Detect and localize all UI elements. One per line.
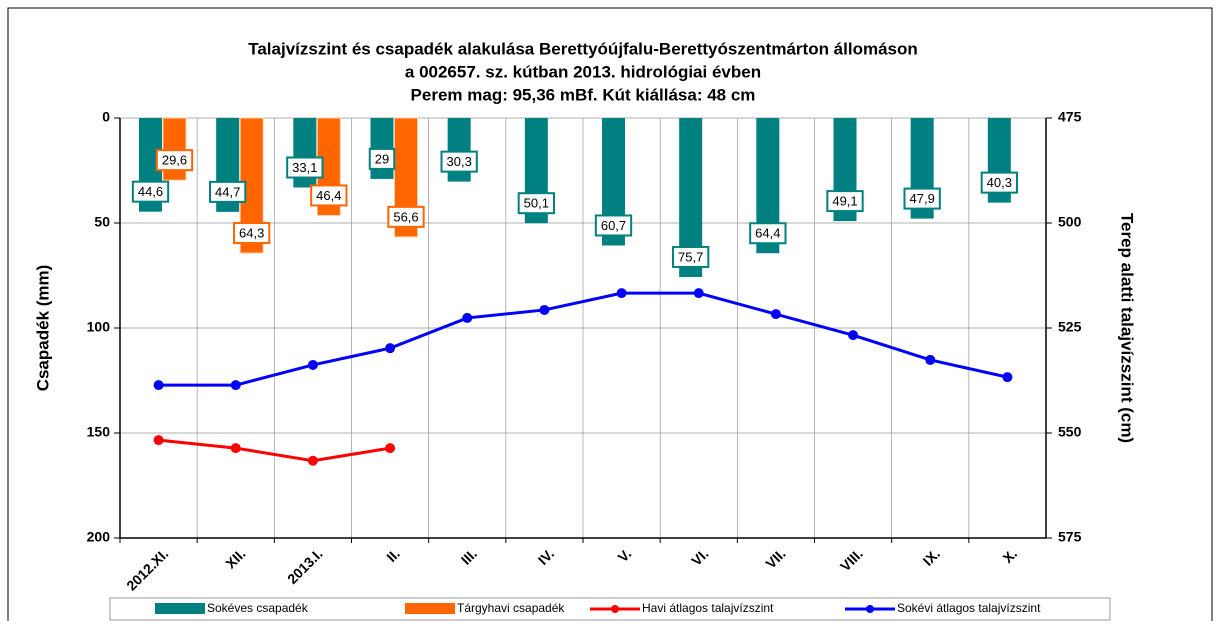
value-label: 56,6: [387, 205, 425, 228]
value-label: 60,7: [594, 214, 633, 237]
value-label-box: [310, 184, 348, 207]
value-label-text: 60,7: [601, 218, 626, 233]
value-label-box: [155, 149, 194, 172]
value-label-box: [286, 156, 324, 179]
line-point: [770, 309, 781, 320]
legend-label: Sokéves csapadék: [207, 601, 309, 615]
value-label-box: [903, 187, 941, 210]
value-label-text: 56,6: [393, 209, 418, 224]
y2-tick-label: 575: [1058, 529, 1082, 545]
value-label: 46,4: [310, 184, 348, 207]
value-label-text: 47,9: [910, 191, 935, 206]
value-label-text: 40,3: [987, 175, 1012, 190]
value-label-text: 50,1: [524, 196, 549, 211]
value-label: 33,1: [286, 156, 324, 179]
value-label: 64,3: [233, 222, 271, 245]
value-label: 44,7: [209, 180, 247, 203]
y2-tick-label: 550: [1058, 424, 1082, 440]
y2-axis-title: Terep alatti talajvízszint (cm): [1118, 213, 1137, 443]
value-label-box: [980, 171, 1018, 194]
line-point: [385, 343, 396, 354]
value-label-text: 49,1: [832, 194, 857, 209]
value-label-box: [131, 180, 170, 203]
value-label-text: 30,3: [447, 154, 472, 169]
chart-title: Talajvízszint és csapadék alakulása Bere…: [248, 39, 918, 58]
y-tick-label: 50: [94, 214, 110, 230]
value-label-box: [440, 150, 478, 173]
line-point: [616, 288, 627, 299]
value-label: 75,7: [672, 245, 710, 268]
line-series: [158, 438, 391, 463]
value-label: 64,4: [749, 222, 787, 245]
value-label: 47,9: [903, 187, 941, 210]
value-label-box: [387, 205, 425, 228]
line-point: [848, 330, 859, 341]
value-label-text: 64,3: [239, 225, 264, 240]
y2-tick-label: 475: [1058, 109, 1082, 125]
legend-swatch: [866, 605, 874, 613]
value-label: 29,6: [155, 149, 194, 172]
line-point: [153, 435, 164, 446]
line-point: [230, 443, 241, 454]
line-point: [153, 380, 164, 391]
value-label-text: 46,4: [316, 188, 341, 203]
y-tick-label: 150: [87, 424, 111, 440]
line-point: [693, 288, 704, 299]
value-label-text: 44,6: [138, 184, 163, 199]
line-point: [1002, 372, 1013, 383]
value-label: 29: [368, 147, 396, 170]
line-series: [158, 291, 1008, 387]
value-label-box: [826, 190, 864, 213]
y2-tick-label: 525: [1058, 319, 1082, 335]
line-point: [230, 380, 241, 391]
line-point: [385, 443, 396, 454]
y-tick-label: 0: [102, 109, 110, 125]
legend-swatch: [155, 603, 205, 614]
value-label-text: 44,7: [215, 184, 240, 199]
line-point: [539, 304, 550, 315]
line-point: [307, 455, 318, 466]
chart-title: Perem mag: 95,36 mBf. Kút kiállása: 48 c…: [411, 85, 756, 104]
value-label-box: [594, 214, 633, 237]
bar: [602, 118, 625, 246]
value-label-text: 64,4: [755, 226, 780, 241]
value-label-text: 29: [375, 151, 389, 166]
legend-swatch: [611, 605, 619, 613]
value-label-text: 33,1: [292, 160, 317, 175]
value-label: 44,6: [131, 180, 170, 203]
value-label-text: 29,6: [162, 153, 187, 168]
y2-tick-label: 500: [1058, 214, 1082, 230]
value-label-box: [672, 245, 710, 268]
chart-border: [7, 7, 1213, 626]
value-label: 50,1: [517, 192, 555, 215]
y-tick-label: 200: [87, 529, 111, 545]
legend-label: Tárgyhavi csapadék: [457, 601, 565, 615]
value-label: 30,3: [440, 150, 478, 173]
value-label: 49,1: [826, 190, 864, 213]
legend-label: Havi átlagos talajvízszint: [642, 601, 774, 615]
bar: [756, 118, 780, 254]
bar: [679, 118, 703, 277]
line-point: [925, 354, 936, 365]
value-label-box: [233, 222, 271, 245]
legend-swatch: [405, 603, 455, 614]
value-label-box: [209, 180, 247, 203]
legend-label: Sokévi átlagos talajvízszint: [897, 601, 1041, 615]
value-label-box: [368, 147, 396, 170]
y-axis-title: Csapadék (mm): [33, 265, 52, 392]
value-label: 40,3: [980, 171, 1018, 194]
line-point: [307, 359, 318, 370]
y-tick-label: 100: [87, 319, 111, 335]
value-label-box: [517, 192, 555, 215]
chart-title: a 002657. sz. kútban 2013. hidrológiai é…: [405, 62, 761, 81]
value-label-text: 75,7: [678, 249, 703, 264]
line-point: [462, 312, 473, 323]
value-label-box: [749, 222, 787, 245]
